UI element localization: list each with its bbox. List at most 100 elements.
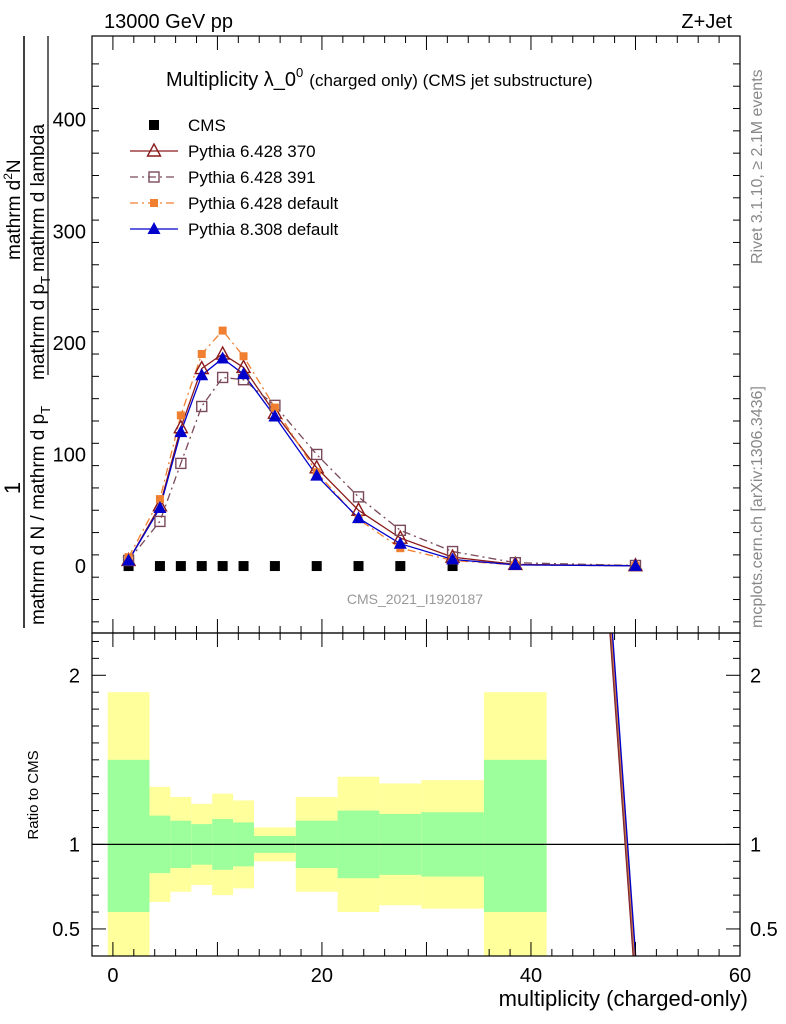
main-series-markers [120, 326, 644, 572]
series-line-2 [128, 376, 636, 567]
series-4-point-3 [195, 368, 209, 381]
main-ytick-label: 200 [53, 333, 86, 355]
series-0-point-5 [238, 561, 249, 572]
series-4-point-7 [310, 468, 324, 481]
xtick-label: 60 [729, 965, 751, 987]
ratio-uncertainty-bands [107, 692, 547, 956]
series-4-point-6 [268, 409, 282, 422]
main-ytick-label: 400 [53, 110, 86, 132]
header-process-label: Z+Jet [681, 11, 732, 33]
legend-entry-2: Pythia 6.428 391 [188, 168, 316, 187]
header-energy-label: 13000 GeV pp [104, 11, 233, 33]
ratio-axes: 0.5 0.51 12 20 20 40 60 [52, 632, 778, 987]
xtick-label: 0 [107, 965, 118, 987]
ratio-inner-band-11 [483, 759, 547, 913]
series-4-point-8 [352, 511, 366, 524]
legend-marker-0 [149, 120, 159, 130]
ratio-line-2 [610, 633, 636, 956]
ylabel-numerator-right-sup: 2 [1, 173, 15, 180]
plot-title: Multiplicity λ_00 (charged only) (CMS jet… [166, 65, 593, 91]
series-3-point-5 [239, 352, 248, 361]
ratio-ytick-label-left: 2 [69, 665, 80, 687]
ylabel-denominator-right-left: mathrm d p [28, 284, 49, 380]
legend-marker-4 [147, 222, 161, 234]
ylabel-one: 1 [0, 482, 25, 494]
series-0-point-2 [175, 561, 186, 572]
rivet-version-label: Rivet 3.1.10, ≥ 2.1M events [749, 69, 766, 264]
series-line-4 [128, 357, 636, 567]
ratio-ytick-label-right: 0.5 [750, 919, 778, 941]
series-4-point-2 [174, 425, 188, 438]
series-4-point-5 [237, 367, 251, 380]
ratio-line-3 [611, 633, 637, 956]
series-3-point-4 [218, 326, 227, 335]
series-2-point-3 [196, 400, 208, 413]
series-0-point-6 [269, 561, 280, 572]
series-0-point-4 [217, 561, 228, 572]
mcplots-label: mcplots.cern.ch [arXiv:1306.3436] [749, 386, 766, 628]
plot-title-rest: (charged only) (CMS jet substructure) [309, 71, 592, 90]
ratio-y-axis-label: Ratio to CMS [25, 750, 42, 839]
xtick-label: 20 [311, 965, 333, 987]
series-0-point-7 [311, 561, 322, 572]
legend: CMS Pythia 6.428 370 Pythia 6.428 391 Pythi… [130, 116, 339, 239]
ylabel-denominator: mathrm d N / mathrm d pT [28, 406, 53, 625]
ylabel-numerator-right-rest: N [4, 159, 25, 173]
legend-entry-3: Pythia 6.428 default [188, 194, 339, 213]
legend-entry-1: Pythia 6.428 370 [188, 142, 316, 161]
main-ytick-label: 300 [53, 221, 86, 243]
ratio-line-0 [609, 633, 634, 956]
series-4-point-12 [628, 558, 642, 571]
ylabel-denominator-right-sub: T [38, 276, 53, 284]
ratio-plot-frame [91, 632, 741, 957]
series-2-point-4 [216, 371, 229, 384]
series-line-1 [128, 353, 636, 567]
main-y-axis-label: 1 mathrm d N / mathrm d pT mathrm d2N ma… [0, 124, 53, 625]
ylabel-denominator-left: mathrm d N / mathrm d p [28, 414, 49, 625]
series-0-point-8 [353, 561, 364, 572]
legend-marker-3 [150, 199, 158, 207]
ratio-ytick-label-right: 1 [750, 834, 761, 856]
series-2-point-7 [311, 448, 323, 461]
series-0-point-10 [447, 561, 458, 572]
plot-title-superscript: 0 [296, 65, 303, 80]
legend-entry-0: CMS [188, 116, 226, 135]
ylabel-numerator-right-main: mathrm d [4, 180, 25, 260]
series-2-point-8 [352, 491, 365, 503]
ratio-line-1 [610, 633, 635, 956]
series-4-point-10 [446, 552, 460, 565]
legend-entry-4: Pythia 8.308 default [188, 220, 339, 239]
series-0-point-1 [154, 561, 165, 572]
ratio-inner-band-0 [107, 759, 150, 913]
ylabel-numerator-right: mathrm d2N [1, 159, 25, 260]
series-3-point-1 [155, 495, 164, 504]
series-3-point-3 [197, 350, 206, 359]
plot-title-main: Multiplicity λ_0 [166, 69, 296, 91]
main-axes: 0 100 200 300 400 [53, 35, 741, 634]
ylabel-denominator-right: mathrm d pTmathrm d lambda [28, 124, 53, 380]
series-0-point-9 [395, 561, 406, 572]
watermark: CMS_2021_I1920187 [347, 591, 483, 607]
legend-marker-1 [146, 142, 162, 157]
series-3-point-2 [176, 411, 185, 420]
ratio-lines [92, 633, 740, 956]
series-4-point-1 [153, 501, 167, 514]
series-2-point-1 [154, 515, 166, 528]
series-2-point-2 [175, 457, 187, 470]
series-0-point-3 [196, 561, 207, 572]
series-4-point-0 [122, 553, 136, 566]
series-3-point-6 [270, 403, 279, 412]
xtick-label: 40 [520, 965, 542, 987]
series-4-point-4 [216, 351, 230, 364]
series-4-point-11 [508, 557, 522, 570]
ylabel-denominator-sub: T [38, 406, 53, 414]
series-2-point-9 [394, 524, 407, 537]
ratio-ytick-label-right: 2 [750, 665, 761, 687]
ylabel-denominator-right-rest: mathrm d lambda [28, 124, 49, 272]
series-4-point-9 [393, 536, 407, 549]
ratio-ytick-label-left: 1 [69, 834, 80, 856]
ratio-ytick-label-left: 0.5 [52, 919, 80, 941]
legend-marker-2 [148, 171, 160, 183]
main-ytick-label: 0 [75, 556, 86, 578]
